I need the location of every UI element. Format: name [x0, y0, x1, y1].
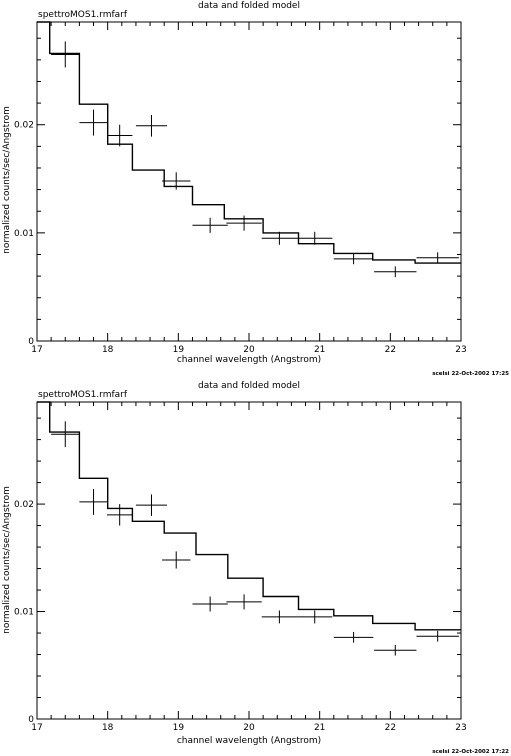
chart-title: data and folded model: [198, 1, 300, 11]
timestamp: scelsi 22-Oct-2002 17:22: [432, 749, 509, 755]
plot-label: spettroMOS1.rmfarf: [38, 10, 128, 20]
x-tick-label: 17: [31, 345, 42, 355]
x-tick-label: 18: [102, 723, 114, 733]
y-tick-label: 0: [28, 337, 34, 347]
y-axis-label: normalized counts/sec/Angstrom: [2, 486, 12, 634]
plot-label: spettroMOS1.rmfarf: [38, 390, 128, 400]
y-tick-label: 0: [28, 715, 34, 725]
x-tick-label: 21: [314, 345, 325, 355]
y-axis-label: normalized counts/sec/Angstrom: [2, 106, 12, 254]
y-tick-label: 0.02: [14, 121, 34, 131]
chart-title: data and folded model: [198, 381, 300, 391]
y-tick-label: 0.02: [14, 500, 34, 510]
x-tick-label: 23: [455, 345, 466, 355]
y-tick-label: 0.01: [14, 608, 34, 618]
x-tick-label: 21: [314, 723, 325, 733]
x-tick-label: 20: [243, 723, 255, 733]
x-tick-label: 22: [385, 723, 396, 733]
plot-frame: [36, 21, 462, 342]
x-axis-label: channel wavelength (Angstrom): [177, 355, 321, 365]
chart-panel-bottom: data and folded model spettroMOS1.rmfarf…: [2, 381, 509, 755]
chart-panel-top: data and folded model spettroMOS1.rmfarf…: [2, 1, 509, 377]
model-histogram: [37, 21, 461, 264]
x-tick-label: 19: [173, 723, 185, 733]
x-tick-label: 23: [455, 723, 466, 733]
timestamp: scelsi 22-Oct-2002 17:25: [432, 371, 509, 377]
x-tick-label: 17: [31, 723, 42, 733]
x-axis-label: channel wavelength (Angstrom): [177, 736, 321, 746]
x-tick-label: 22: [385, 345, 396, 355]
plot-frame: [36, 401, 462, 720]
x-tick-label: 18: [102, 345, 114, 355]
model-histogram: [37, 401, 461, 631]
y-tick-label: 0.01: [14, 229, 34, 239]
x-tick-label: 20: [243, 345, 255, 355]
x-tick-label: 19: [173, 345, 185, 355]
